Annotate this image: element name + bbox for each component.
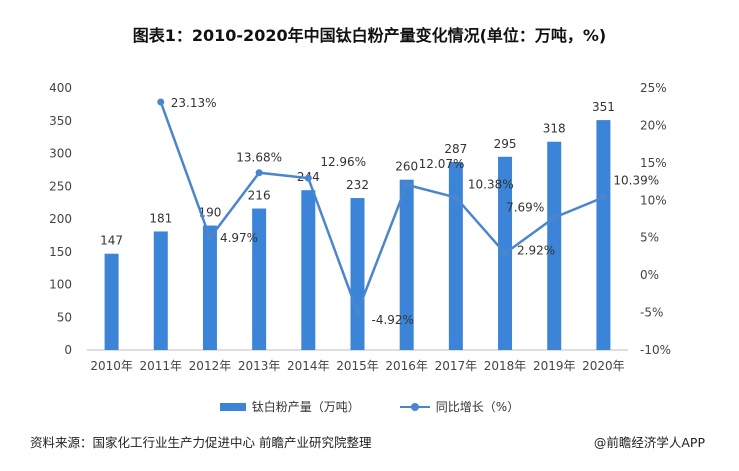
x-tick-label: 2012年 <box>189 359 232 373</box>
bar-value-label: 190 <box>199 206 222 220</box>
line-value-label: 2.92% <box>517 243 555 257</box>
bar <box>202 225 217 350</box>
y-left-tick-label: 350 <box>49 114 72 128</box>
growth-point <box>304 174 312 182</box>
y-right-tick-label: 5% <box>640 231 659 245</box>
legend-bar-swatch <box>219 402 246 411</box>
bar <box>252 208 267 350</box>
y-left-tick-label: 0 <box>64 343 72 357</box>
brand-watermark-text: @前瞻经济学人APP <box>593 435 705 450</box>
bar-value-label: 287 <box>444 142 467 156</box>
growth-point <box>206 234 214 242</box>
legend: 钛白粉产量（万吨） 同比增长（%） <box>0 398 739 415</box>
x-tick-label: 2014年 <box>287 359 330 373</box>
growth-point <box>255 169 263 177</box>
legend-line-swatch <box>399 402 430 412</box>
y-right-tick-label: -10% <box>640 343 671 357</box>
x-tick-label: 2018年 <box>484 359 527 373</box>
bar-value-label: 260 <box>395 160 418 174</box>
x-tick-label: 2015年 <box>336 359 379 373</box>
x-tick-label: 2010年 <box>90 359 133 373</box>
line-value-label: -4.92% <box>372 313 414 327</box>
growth-point <box>501 249 509 257</box>
growth-line <box>159 101 604 316</box>
line-value-label: 12.07% <box>419 157 465 171</box>
y-left-tick-label: 150 <box>49 245 72 259</box>
growth-point <box>354 308 361 316</box>
legend-line-label: 同比增长（%） <box>435 400 520 414</box>
bar-value-label: 232 <box>346 178 369 192</box>
bar-value-label: 295 <box>494 137 517 151</box>
bar-value-label: 147 <box>100 234 123 248</box>
legend-item-bar: 钛白粉产量（万吨） <box>219 398 360 415</box>
x-tick-label: 2016年 <box>385 359 428 373</box>
bar <box>104 253 119 350</box>
growth-point <box>452 193 460 201</box>
bar <box>301 190 316 350</box>
x-tick-label: 2011年 <box>139 359 182 373</box>
y-right-tick-label: 20% <box>640 118 667 132</box>
y-right-tick-label: 25% <box>640 81 667 95</box>
growth-point <box>403 181 411 189</box>
line-value-label: 12.96% <box>320 155 366 169</box>
chart-title: 图表1：2010-2020年中国钛白粉产量变化情况(单位：万吨，%) <box>132 26 607 45</box>
bar <box>448 162 463 350</box>
x-tick-label: 2013年 <box>238 359 281 373</box>
x-tick-label: 2020年 <box>582 359 625 373</box>
line-value-label: 7.69% <box>506 201 544 215</box>
y-right-tick-label: 15% <box>640 156 667 170</box>
y-left-tick-label: 400 <box>49 81 72 95</box>
line-value-label: 10.38% <box>468 177 514 191</box>
y-right-tick-label: 0% <box>640 268 659 282</box>
y-left-tick-label: 250 <box>49 179 72 193</box>
y-right-tick-label: -5% <box>640 306 663 320</box>
line-value-label: 4.97% <box>220 231 258 245</box>
y-right-tick-label: 10% <box>640 193 667 207</box>
growth-point <box>550 214 558 222</box>
y-left-tick-label: 300 <box>49 147 72 161</box>
bar-value-label: 181 <box>149 211 172 225</box>
bar <box>547 141 562 350</box>
bar-value-label: 216 <box>248 189 271 203</box>
bar <box>596 120 611 350</box>
bar-value-label: 318 <box>543 122 566 136</box>
y-left-tick-label: 100 <box>49 278 72 292</box>
legend-item-line: 同比增长（%） <box>399 398 520 415</box>
line-value-label: 23.13% <box>171 96 217 110</box>
growth-point <box>157 98 165 106</box>
bar <box>399 179 414 350</box>
x-tick-label: 2017年 <box>435 359 478 373</box>
bar <box>350 198 365 350</box>
y-left-tick-label: 200 <box>49 212 72 226</box>
y-left-tick-label: 50 <box>57 310 72 324</box>
growth-point <box>599 193 607 201</box>
bar-value-label: 351 <box>592 100 615 114</box>
line-value-label: 10.39% <box>613 173 659 187</box>
line-value-label: 13.68% <box>236 151 282 165</box>
source-note: 资料来源：国家化工行业生产力促进中心 前瞻产业研究院整理 <box>30 435 372 450</box>
legend-bar-label: 钛白粉产量（万吨） <box>251 400 360 414</box>
x-tick-label: 2019年 <box>533 359 576 373</box>
bar <box>153 231 168 350</box>
